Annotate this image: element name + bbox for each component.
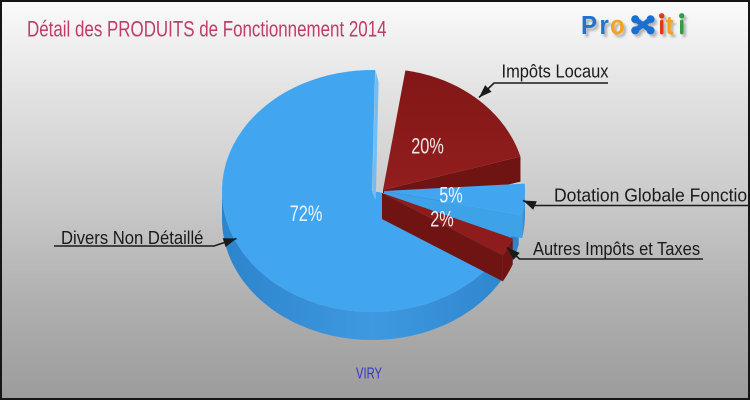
svg-text:r: r [602,14,612,43]
svg-text:Divers Non Détaillé: Divers Non Détaillé [61,227,203,248]
svg-text:Détail des PRODUITS de Fonctio: Détail des PRODUITS de Fonctionnement 20… [27,17,387,42]
svg-text:Dotation Globale Fonctionnemen: Dotation Globale Fonctionnement [554,185,750,205]
svg-text:VIRY: VIRY [356,363,382,382]
svg-text:20%: 20% [411,134,444,159]
svg-text:P: P [584,14,600,43]
svg-text:Impôts Locaux: Impôts Locaux [502,61,609,82]
svg-text:P: P [581,11,597,40]
svg-text:5%: 5% [439,183,463,208]
svg-text:o: o [613,14,628,43]
svg-text:r: r [600,11,610,40]
svg-text:o: o [610,11,625,40]
svg-text:2%: 2% [430,207,454,232]
svg-text:72%: 72% [290,202,323,227]
svg-text:t: t [666,11,675,40]
svg-text:t: t [668,14,677,43]
svg-text:Autres Impôts et Taxes: Autres Impôts et Taxes [533,238,700,259]
